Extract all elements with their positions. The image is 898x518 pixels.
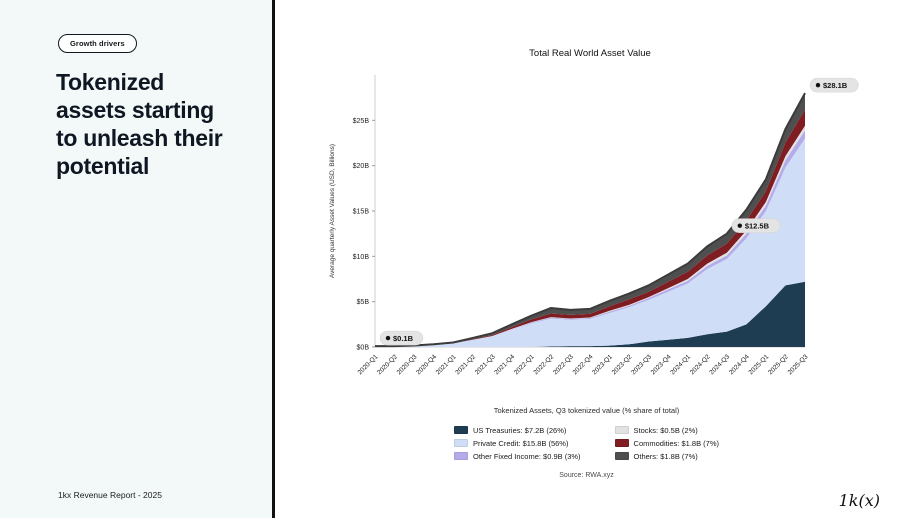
legend-swatch [614, 426, 629, 434]
y-tick-label: $25B [353, 118, 370, 125]
growth-drivers-badge: Growth drivers [58, 34, 137, 53]
annotation-label: $0.1B [393, 334, 414, 343]
1kx-logo: 1k(x) [838, 491, 880, 510]
vertical-divider [272, 0, 275, 518]
chart-legend: Tokenized Assets, Q3 tokenized value (% … [275, 406, 898, 479]
legend-item: Other Fixed Income: $0.9B (3%) [454, 452, 581, 461]
annotation-label: $12.5B [745, 221, 770, 230]
legend-grid: US Treasuries: $7.2B (26%) Private Credit… [454, 426, 719, 461]
legend-swatch [614, 452, 629, 460]
legend-swatch [454, 426, 468, 434]
source-note: Source: RWA.xyz [559, 471, 614, 479]
slide-title: Tokenized assets starting to unleash the… [56, 69, 223, 180]
report-footer: 1kx Revenue Report - 2025 [58, 490, 162, 500]
y-tick-label: $20B [353, 163, 370, 170]
legend-item: Commodities: $1.8B (7%) [614, 438, 719, 448]
y-tick-label: $10B [353, 254, 370, 261]
legend-label: US Treasuries: $7.2B (26%) [473, 425, 567, 435]
legend-label: Private Credit: $15.8B (56%) [473, 438, 569, 448]
annotation-pill [809, 77, 859, 93]
legend-item: Others: $1.8B (7%) [614, 451, 719, 461]
left-panel: Growth drivers Tokenized assets starting… [0, 0, 272, 518]
legend-swatch [454, 452, 468, 460]
chart-panel: Total Real World Asset Value $0B $5B $10B $… [275, 0, 898, 518]
legend-label: Other Fixed Income: $0.9B (3%) [473, 451, 581, 461]
legend-item: Stocks: $0.5B (2%) [614, 425, 719, 435]
legend-label: Stocks: $0.5B (2%) [633, 425, 698, 435]
legend-label: Others: $1.8B (7%) [633, 451, 698, 461]
annotation-dot [815, 82, 821, 88]
annotation-pill [379, 330, 424, 346]
y-tick-label: $5B [357, 299, 370, 306]
y-tick-label: $15B [353, 209, 370, 216]
annotation-dot [385, 335, 391, 341]
area-us-treasuries [375, 281, 805, 347]
annotation-label: $28.1B [823, 81, 848, 90]
annotation-pill [731, 218, 781, 233]
chart-title: Total Real World Asset Value [529, 48, 651, 59]
annotation-dot [737, 223, 743, 228]
legend-item: Private Credit: $15.8B (56%) [454, 439, 581, 448]
y-tick-label: $0B [357, 345, 370, 352]
legend-title: Tokenized Assets, Q3 tokenized value (% … [493, 406, 680, 415]
legend-item: US Treasuries: $7.2B (26%) [454, 426, 581, 435]
area-private-credit [375, 138, 805, 347]
legend-swatch [614, 439, 629, 447]
y-axis-label: Average quarterly Asset Values (USD, Bil… [329, 144, 336, 278]
rwa-chart-svg: $0B$5B$10B$15B$20B$25B2020-Q12020-Q22020… [329, 75, 859, 376]
legend-label: Commodities: $1.8B (7%) [633, 438, 719, 448]
x-tick-label: 2025-Q3 [787, 353, 810, 376]
legend-swatch [454, 439, 468, 447]
